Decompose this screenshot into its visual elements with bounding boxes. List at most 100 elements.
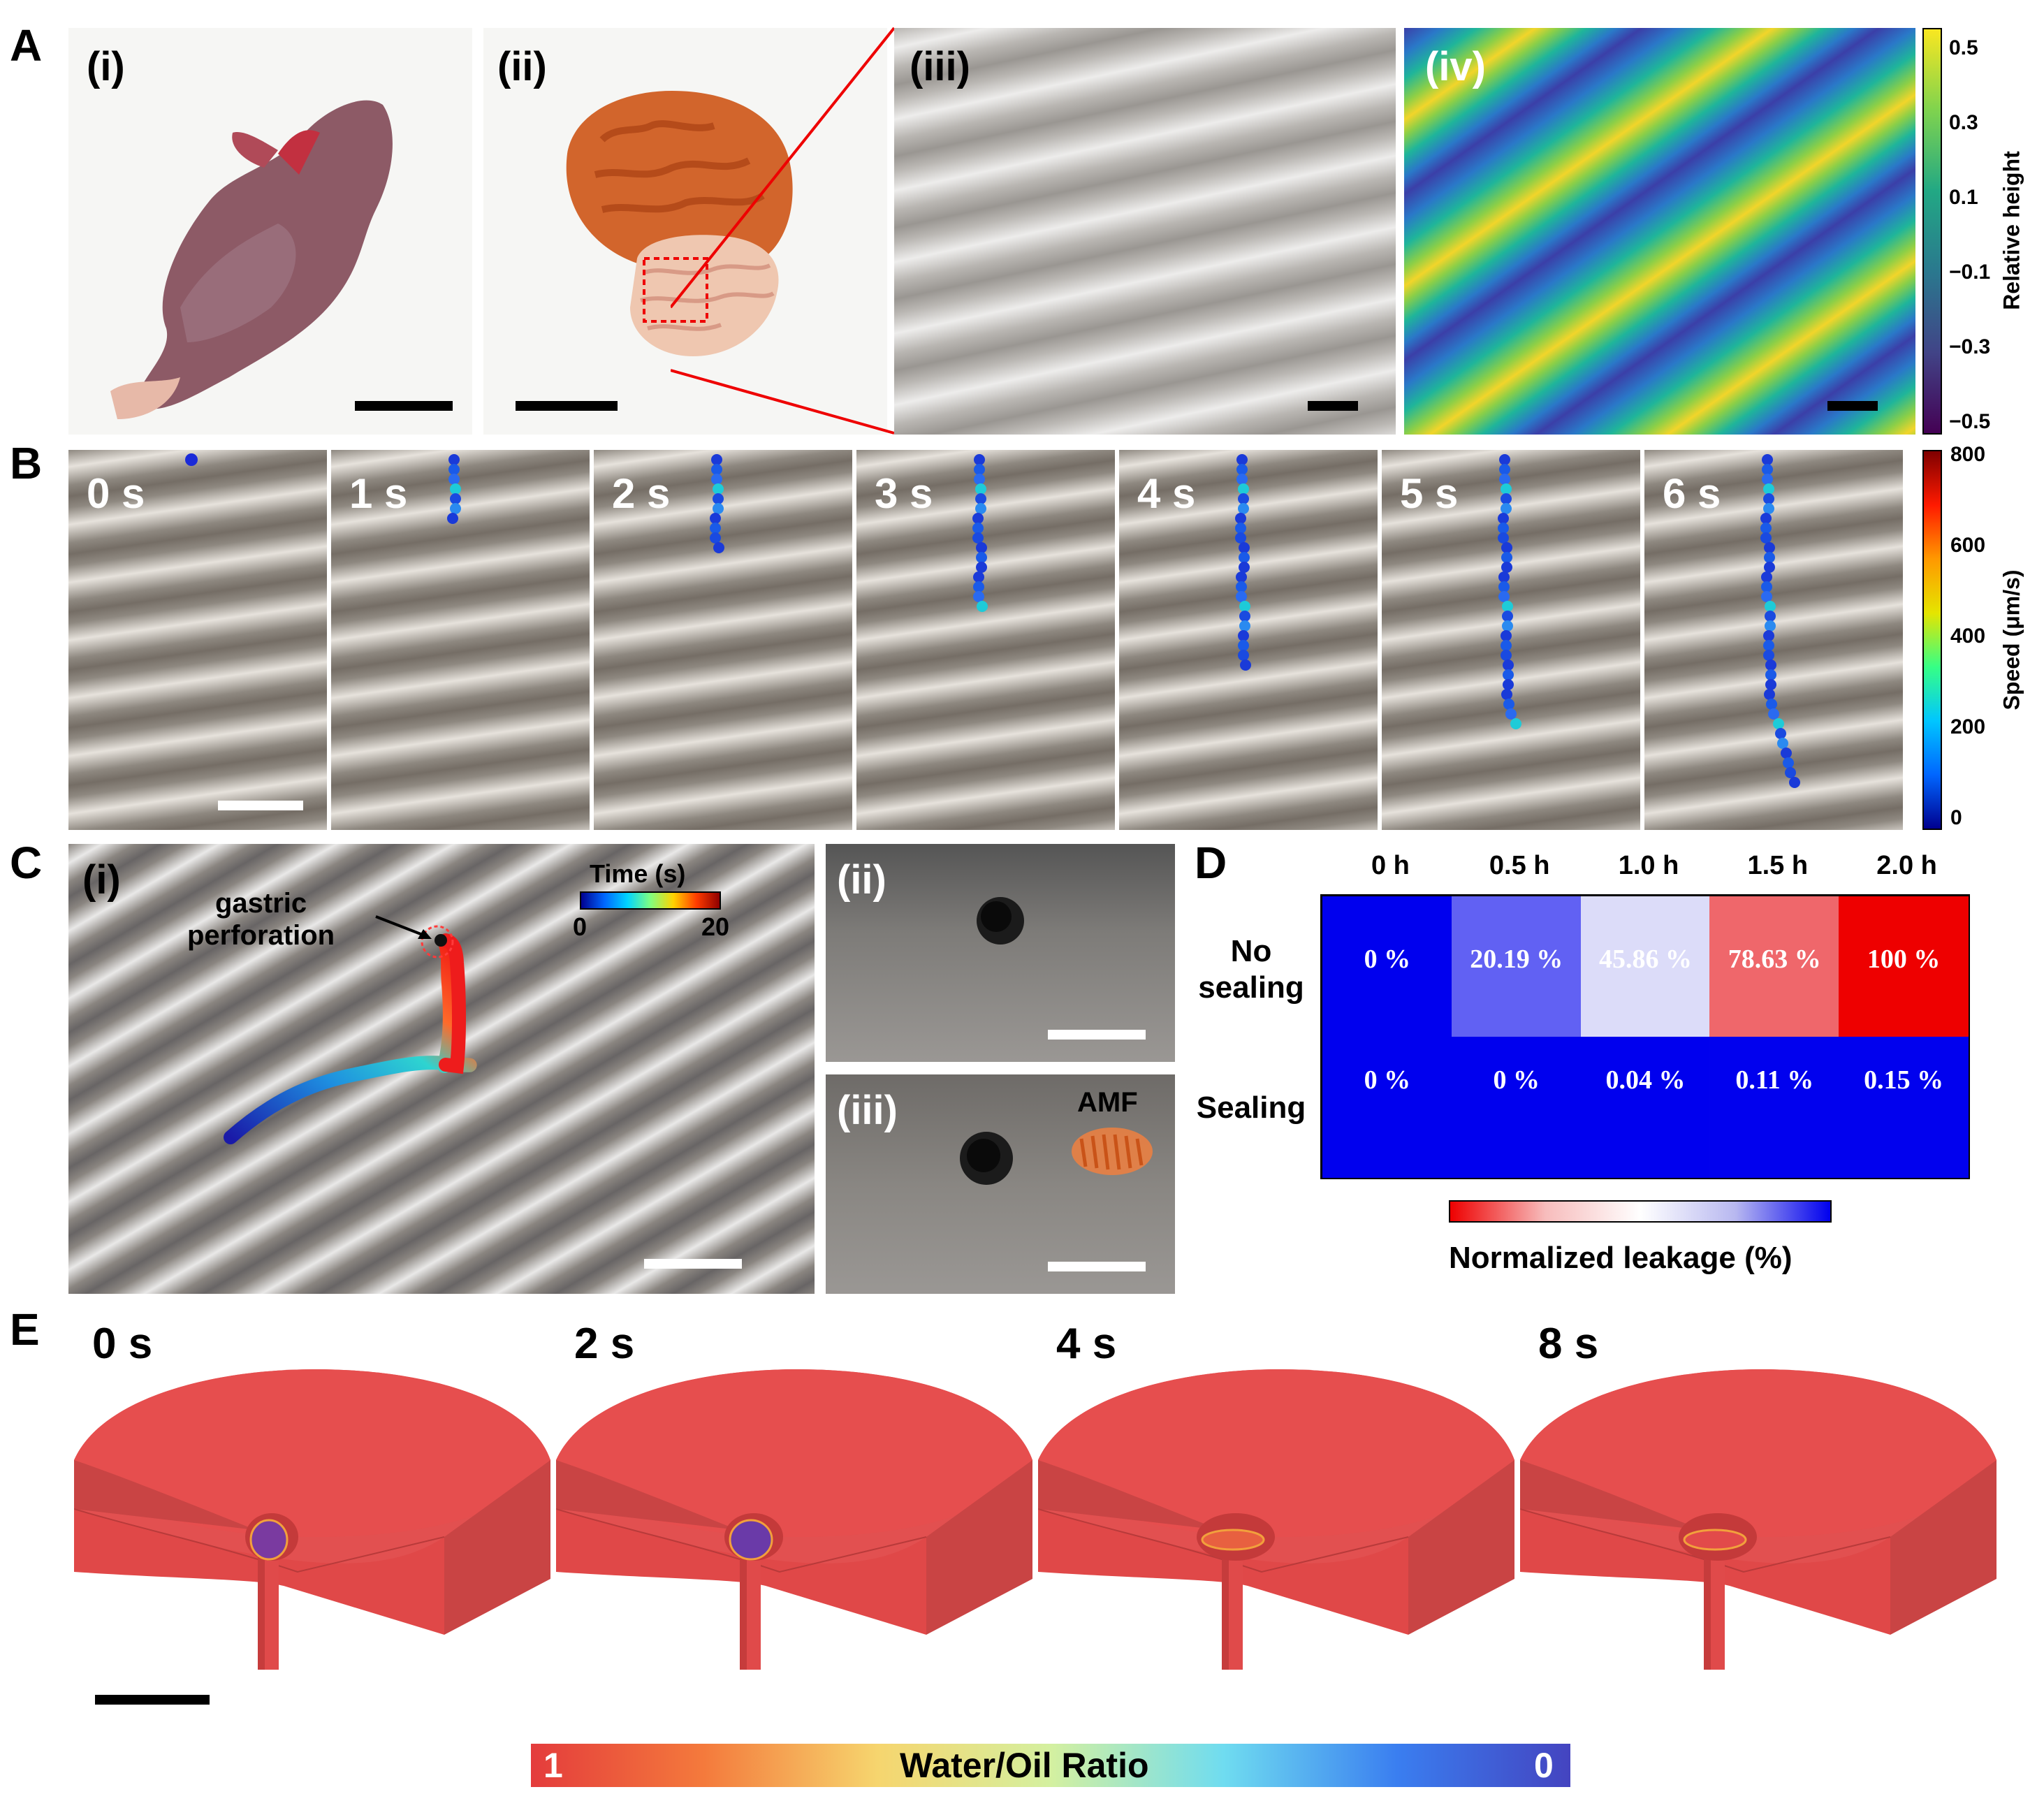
- panel-a-i-label: (i): [87, 44, 125, 89]
- panel-b-frame-time-label: 5 s: [1400, 470, 1459, 517]
- microrobot-track: [185, 453, 198, 466]
- panel-b-colorbar-tick: 600: [1950, 534, 1986, 557]
- panel-a-iii-mucosa-image: [894, 28, 1396, 435]
- heatmap-column-label: 2.0 h: [1876, 851, 1937, 880]
- panel-a-i-photo: [68, 28, 472, 435]
- panel-a-iv-label: (iv): [1425, 44, 1486, 89]
- panel-a-letter: A: [10, 20, 43, 71]
- panel-b-frame-time-label: 3 s: [875, 470, 933, 517]
- perforation-with-amf: [960, 1128, 1153, 1185]
- panel-a-colorbar-tick: −0.1: [1949, 261, 1991, 284]
- panel-b-frame: [68, 450, 327, 830]
- heatmap-row-label: No sealing: [1198, 934, 1304, 1005]
- panel-a-iii-scale-bar: [1308, 401, 1358, 411]
- panel-c-ii-scale-bar: [1048, 1030, 1146, 1040]
- simulation-cylinder: [556, 1369, 1032, 1670]
- panel-e-colorbar-min: 0: [1534, 1746, 1554, 1785]
- panel-c-colorbar-max: 20: [701, 912, 730, 941]
- microrobot-track: [447, 454, 461, 524]
- panel-b-colorbar: [1922, 450, 1942, 830]
- microrobot-track: [1760, 454, 1800, 788]
- panel-b-frame-time-label: 4 s: [1137, 470, 1196, 517]
- heatmap-column-label: 0.5 h: [1489, 851, 1550, 880]
- panel-c-time-colorbar: [580, 891, 721, 910]
- panel-b-frame-time-label: 0 s: [87, 470, 145, 517]
- panel-b-frame-time-label: 2 s: [612, 470, 671, 517]
- panel-e-colorbar-max: 1: [543, 1746, 563, 1785]
- panel-e-colorbar: [531, 1744, 1570, 1787]
- panel-b-frame: [594, 450, 852, 830]
- panel-c-ii-label: (ii): [837, 857, 886, 903]
- simulation-cylinder: [1520, 1369, 1996, 1670]
- panel-c-i-scale-bar: [644, 1259, 742, 1269]
- microrobot-track: [710, 454, 724, 553]
- panel-c-iii-scale-bar: [1048, 1262, 1146, 1271]
- zoom-connector-lines: [671, 27, 896, 435]
- panel-d-heatmap: 0 % 20.19 % 45.86 % 78.63 % 100 % 0 % 0 % 0.04 …: [1320, 894, 1970, 1179]
- panel-b-frame-time-label: 1 s: [349, 470, 408, 517]
- panel-b-colorbar-tick: 200: [1950, 715, 1986, 738]
- panel-c-letter: C: [10, 838, 43, 888]
- heatmap-cell: 0 %: [1451, 1037, 1582, 1178]
- panel-b-frame: [1644, 450, 1903, 830]
- panel-b-frame: [856, 450, 1115, 830]
- panel-e-letter: E: [10, 1304, 40, 1355]
- simulation-cylinder: [1038, 1369, 1514, 1670]
- panel-e-frame-time-label: 8 s: [1538, 1320, 1599, 1368]
- heatmap-cell: 100 %: [1839, 896, 1969, 1037]
- heatmap-cell: 0.15 %: [1839, 1037, 1969, 1178]
- panel-e-scale-bar: [95, 1695, 210, 1705]
- panel-a-colorbar-tick: 0.5: [1949, 36, 1978, 59]
- panel-a-colorbar-tick: 0.3: [1949, 111, 1978, 134]
- panel-e-frame-time-label: 0 s: [92, 1320, 153, 1368]
- panel-d-colorbar: [1449, 1200, 1832, 1223]
- panel-a-colorbar-tick: −0.5: [1949, 410, 1991, 433]
- heatmap-cell: 0.11 %: [1709, 1037, 1840, 1178]
- panel-c-i-trajectory-overlay: [224, 915, 477, 1144]
- panel-a-iii-label: (iii): [910, 44, 970, 89]
- panel-a-colorbar-tick: 0.1: [1949, 186, 1978, 209]
- heatmap-column-label: 1.0 h: [1618, 851, 1679, 880]
- microrobot-track: [972, 454, 988, 612]
- panel-e-frame-time-label: 4 s: [1056, 1320, 1117, 1368]
- heatmap-cell: 45.86 %: [1580, 896, 1711, 1037]
- panel-c-ii-image: [826, 844, 1175, 1062]
- heatmap-cell: 0 %: [1322, 896, 1452, 1037]
- panel-b-scale-bar: [218, 801, 303, 810]
- panel-c-i-image: [68, 844, 815, 1294]
- simulation-cylinder: [74, 1369, 550, 1670]
- panel-c-colorbar-min: 0: [573, 912, 587, 941]
- perforation-hole: [977, 897, 1024, 945]
- panel-b-letter: B: [10, 438, 43, 488]
- panel-a-colorbar-tick: −0.3: [1949, 335, 1991, 358]
- panel-a-ii-photo: [483, 28, 887, 435]
- panel-b-frame: [331, 450, 590, 830]
- panel-b-colorbar-title: Speed (μm/s): [1999, 569, 2024, 710]
- panel-b-colorbar-tick: 800: [1950, 443, 1986, 466]
- panel-e-frame-time-label: 2 s: [574, 1320, 635, 1368]
- heatmap-cell: 78.63 %: [1709, 896, 1840, 1037]
- opened-stomach-image: [566, 91, 793, 356]
- panel-a-iv-scale-bar: [1827, 401, 1878, 411]
- panel-a-i-scale-bar: [355, 401, 453, 411]
- panel-e-colorbar-title: Water/Oil Ratio: [900, 1746, 1149, 1785]
- microrobot-track: [1498, 454, 1521, 729]
- annotation-arrow: [375, 915, 427, 938]
- panel-a-ii-label: (ii): [497, 44, 547, 89]
- heatmap-column-label: 1.5 h: [1747, 851, 1809, 880]
- panel-c-iii-label: (iii): [837, 1088, 898, 1133]
- panel-b-colorbar-tick: 400: [1950, 625, 1986, 648]
- amf-coil-icon: [1072, 1128, 1153, 1175]
- panel-d-letter: D: [1195, 838, 1227, 888]
- panel-a-colorbar-title: Relative height: [1999, 151, 2024, 310]
- panel-c-time-colorbar-title: Time (s): [590, 859, 686, 888]
- panel-b-colorbar-tick: 0: [1950, 806, 1962, 829]
- panel-a-ii-scale-bar: [516, 401, 618, 411]
- panel-a-iv-height-map: [1404, 28, 1915, 435]
- heatmap-cell: 0.04 %: [1580, 1037, 1711, 1178]
- panel-d-colorbar-label: Normalized leakage (%): [1449, 1241, 1793, 1275]
- panel-b-frame-time-label: 6 s: [1663, 470, 1721, 517]
- gastric-perforation-label: gastric perforation: [187, 888, 335, 951]
- stomach-specimen-image: [110, 100, 393, 419]
- heatmap-cell: 20.19 %: [1451, 896, 1582, 1037]
